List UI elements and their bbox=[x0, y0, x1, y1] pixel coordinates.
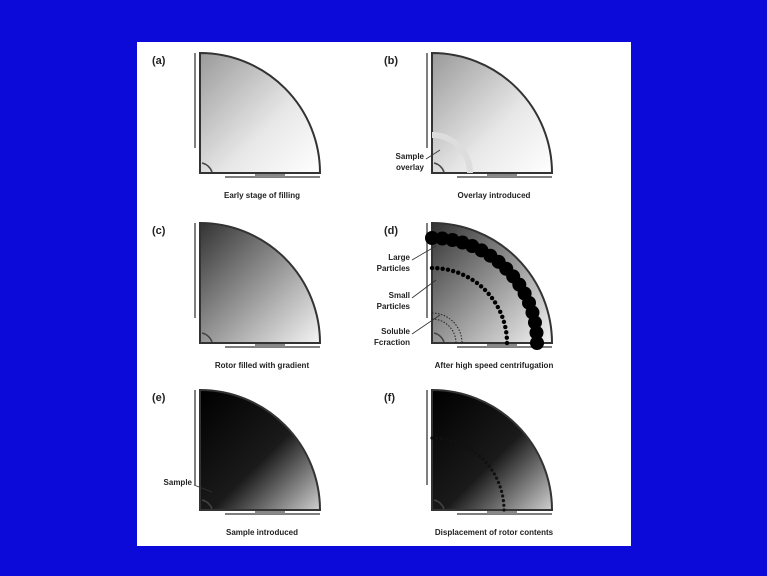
panel-caption: Early stage of filling bbox=[224, 191, 300, 200]
slide: (a) Early stage of filling (b) Overlay intr… bbox=[0, 0, 767, 576]
particle bbox=[440, 267, 444, 271]
annotation: Large bbox=[388, 253, 410, 262]
rotor-tube bbox=[255, 511, 285, 514]
displaced-band bbox=[478, 454, 481, 457]
annotation: Small bbox=[389, 291, 410, 300]
rotor-tube bbox=[487, 174, 517, 177]
particle bbox=[490, 296, 494, 300]
particle bbox=[451, 269, 455, 273]
particle bbox=[503, 325, 507, 329]
particle bbox=[461, 273, 465, 277]
annotation: Fcraction bbox=[374, 338, 410, 347]
displaced-band bbox=[458, 442, 461, 445]
displaced-band bbox=[488, 465, 491, 468]
displaced-band bbox=[470, 449, 473, 452]
particle bbox=[530, 336, 544, 350]
annotation: Particles bbox=[377, 302, 411, 311]
panel-caption: Rotor filled with gradient bbox=[215, 361, 310, 370]
rotor-tube bbox=[255, 174, 285, 177]
page: (a) Early stage of filling (b) Overlay intr… bbox=[0, 0, 767, 576]
displaced-band bbox=[466, 446, 469, 449]
particle bbox=[505, 341, 509, 345]
displaced-band bbox=[493, 472, 496, 475]
displaced-band bbox=[462, 444, 465, 447]
particle bbox=[502, 320, 506, 324]
displaced-band bbox=[430, 436, 433, 439]
displaced-band bbox=[490, 468, 493, 471]
displaced-band bbox=[497, 481, 500, 484]
particle bbox=[475, 281, 479, 285]
displaced-band bbox=[502, 508, 505, 511]
displaced-band bbox=[435, 437, 438, 440]
displaced-band bbox=[481, 457, 484, 460]
panel-label: (c) bbox=[152, 225, 166, 237]
displaced-band bbox=[485, 461, 488, 464]
annotation: Particles bbox=[377, 264, 411, 273]
displaced-band bbox=[495, 477, 498, 480]
rotor-tube bbox=[487, 511, 517, 514]
particle bbox=[456, 271, 460, 275]
displaced-band bbox=[474, 451, 477, 454]
particle bbox=[479, 284, 483, 288]
particle bbox=[498, 310, 502, 314]
panel-caption: Displacement of rotor contents bbox=[435, 528, 554, 537]
panel-caption: Overlay introduced bbox=[458, 191, 531, 200]
panel-label: (e) bbox=[152, 392, 166, 404]
displaced-band bbox=[440, 437, 443, 440]
particle bbox=[470, 278, 474, 282]
particle bbox=[435, 266, 439, 270]
particle bbox=[500, 315, 504, 319]
displaced-band bbox=[501, 494, 504, 497]
panel-label: (a) bbox=[152, 55, 166, 67]
particle bbox=[504, 330, 508, 334]
displaced-band bbox=[500, 490, 503, 493]
rotor-tube bbox=[255, 344, 285, 347]
displaced-band bbox=[444, 438, 447, 441]
panel-caption: Sample introduced bbox=[226, 528, 298, 537]
rotor-tube bbox=[487, 344, 517, 347]
annotation: Soluble bbox=[381, 327, 410, 336]
panel-label: (f) bbox=[384, 392, 395, 404]
panel-caption: After high speed centrifugation bbox=[435, 361, 554, 370]
displaced-band bbox=[449, 439, 452, 442]
displaced-band bbox=[499, 485, 502, 488]
annotation: overlay bbox=[396, 163, 425, 172]
particle bbox=[430, 266, 434, 270]
particle bbox=[493, 300, 497, 304]
particle bbox=[483, 288, 487, 292]
panel-label: (d) bbox=[384, 225, 398, 237]
particle bbox=[446, 268, 450, 272]
panel-label: (b) bbox=[384, 55, 398, 67]
annotation: Sample bbox=[396, 152, 425, 161]
displaced-band bbox=[502, 499, 505, 502]
particle bbox=[466, 275, 470, 279]
particle bbox=[505, 335, 509, 339]
particle bbox=[486, 292, 490, 296]
annotation: Sample bbox=[164, 478, 193, 487]
displaced-band bbox=[502, 504, 505, 507]
displaced-band bbox=[454, 440, 457, 443]
particle bbox=[496, 305, 500, 309]
